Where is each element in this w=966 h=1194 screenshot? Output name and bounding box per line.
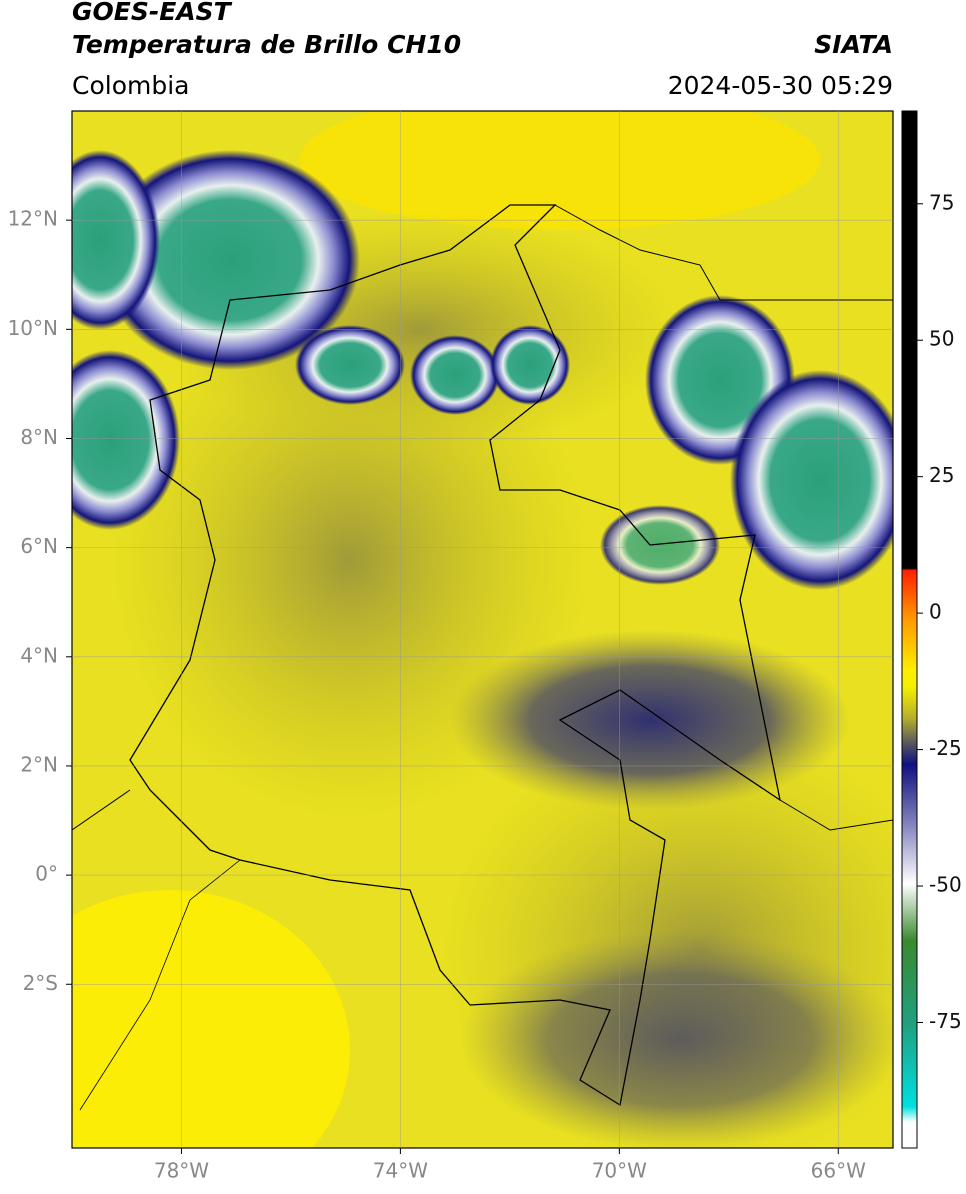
region: Colombia bbox=[72, 71, 189, 100]
map-frame bbox=[71, 110, 894, 1149]
title: GOES-EAST bbox=[72, 0, 233, 26]
y-tick-label: 8°N bbox=[20, 425, 58, 449]
colorbar-tick-label: -25 bbox=[929, 736, 962, 760]
y-tick-label: 10°N bbox=[8, 316, 58, 340]
colorbar-tick-label: 50 bbox=[929, 327, 954, 351]
colorbar-tick-label: -50 bbox=[929, 873, 962, 897]
colorbar-tick-label: 75 bbox=[929, 190, 954, 214]
colorbar-tick-label: 25 bbox=[929, 463, 954, 487]
datetime: 2024-05-30 05:29 bbox=[668, 71, 893, 100]
subtitle: Temperatura de Brillo CH10 bbox=[72, 30, 461, 59]
colorbar-tick-label: -75 bbox=[929, 1009, 962, 1033]
x-tick-label: 74°W bbox=[373, 1159, 428, 1183]
x-tick-label: 66°W bbox=[811, 1159, 866, 1183]
y-tick-label: 2°S bbox=[23, 971, 58, 995]
colorbar bbox=[901, 110, 918, 1149]
y-tick-label: 2°N bbox=[20, 752, 58, 776]
y-tick-label: 6°N bbox=[20, 534, 58, 558]
y-tick-label: 4°N bbox=[20, 643, 58, 667]
x-tick-label: 70°W bbox=[592, 1159, 647, 1183]
borders bbox=[72, 204, 893, 1111]
y-tick-label: 0° bbox=[35, 862, 58, 886]
source: SIATA bbox=[814, 30, 893, 59]
y-tick-label: 12°N bbox=[8, 207, 58, 231]
imagery bbox=[72, 111, 893, 1148]
x-tick-label: 78°W bbox=[154, 1159, 209, 1183]
colorbar-tick-label: 0 bbox=[929, 600, 942, 624]
